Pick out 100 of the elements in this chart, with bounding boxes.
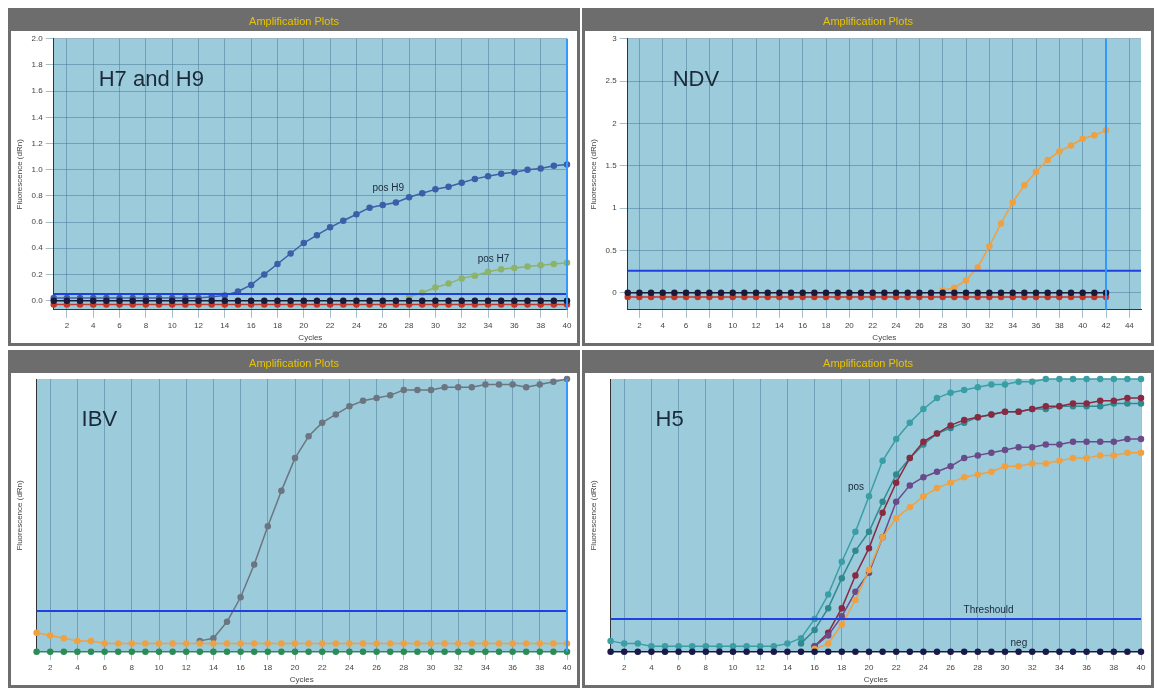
x-tick-label: 6: [117, 320, 123, 330]
x-tick-label: 32: [1027, 662, 1038, 672]
x-tick-label: 34: [483, 320, 494, 330]
x-tick-label: 8: [129, 662, 135, 672]
x-tick-label: 36: [1082, 662, 1092, 672]
x-tick-label: 32: [453, 662, 464, 672]
annotation: pos H7: [477, 252, 510, 264]
x-tick-label: 6: [102, 662, 108, 672]
annotation: pos H9: [372, 182, 405, 194]
x-axis-title: Cycles: [298, 333, 323, 343]
x-tick-label: 10: [167, 320, 178, 330]
x-axis-title: Cycles: [872, 333, 897, 343]
y-tick-label: 2.0: [31, 34, 44, 43]
text: NDV: [672, 65, 720, 91]
y-tick-label: 0.4: [31, 243, 44, 253]
text: H5: [655, 406, 684, 432]
x-tick-label: 38: [1109, 662, 1119, 672]
x-tick-label: 34: [1008, 320, 1018, 330]
chart-title: Amplification Plots: [585, 11, 1151, 31]
x-tick-label: 6: [683, 320, 689, 330]
text: H7 and H9: [98, 65, 204, 91]
x-tick-label: 36: [509, 320, 520, 330]
x-tick-label: 4: [660, 320, 666, 330]
y-tick-label: 1.6: [31, 86, 44, 96]
x-tick-label: 30: [426, 662, 436, 672]
x-tick-label: 4: [75, 662, 81, 672]
x-tick-label: 34: [480, 662, 491, 672]
y-tick-label: 0.5: [605, 245, 618, 255]
x-tick-label: 26: [378, 320, 388, 330]
x-tick-label: 24: [344, 662, 355, 672]
x-tick-label: 12: [751, 320, 762, 330]
x-tick-label: 42: [1101, 320, 1111, 330]
x-tick-label: 2: [637, 320, 643, 330]
x-tick-label: 18: [273, 320, 283, 330]
x-tick-label: 22: [317, 662, 328, 672]
x-tick-label: 8: [703, 662, 709, 672]
y-axis-title: Fluorescence (dRn): [589, 138, 598, 210]
x-tick-label: 24: [918, 662, 929, 672]
y-axis-title: Fluorescence (dRn): [589, 479, 598, 551]
x-tick-label: 10: [728, 662, 738, 672]
y-tick-label: 0.6: [31, 217, 44, 227]
x-tick-label: 14: [208, 662, 219, 672]
x-tick-label: 16: [810, 662, 820, 672]
annotation: neg: [1010, 636, 1028, 648]
x-tick-label: 26: [914, 320, 925, 330]
x-tick-label: 28: [399, 662, 409, 672]
x-tick-label: 10: [154, 662, 164, 672]
x-tick-label: 14: [782, 662, 793, 672]
x-tick-label: 20: [844, 320, 855, 330]
x-tick-label: 6: [676, 662, 682, 672]
x-tick-label: 44: [1124, 320, 1135, 330]
y-tick-label: 2: [612, 118, 618, 128]
annotation: Threshould: [963, 604, 1014, 616]
y-tick-label: 0.2: [31, 269, 44, 279]
x-tick-label: 20: [864, 662, 874, 672]
x-tick-label: 26: [372, 662, 382, 672]
x-tick-label: 22: [325, 320, 336, 330]
x-tick-label: 40: [562, 320, 572, 330]
x-tick-label: 20: [299, 320, 309, 330]
x-tick-label: 22: [891, 662, 902, 672]
x-tick-label: 4: [90, 320, 96, 330]
y-tick-label: 0.0: [31, 295, 44, 305]
text: IBV: [81, 406, 118, 432]
y-axis-title: Fluorescence (dRn): [15, 138, 24, 210]
x-tick-label: 16: [798, 320, 808, 330]
x-tick-label: 16: [236, 662, 246, 672]
y-tick-label: 2.5: [605, 76, 618, 86]
x-tick-label: 26: [946, 662, 956, 672]
x-tick-label: 34: [1054, 662, 1065, 672]
x-tick-label: 30: [430, 320, 441, 330]
x-tick-label: 8: [707, 320, 713, 330]
x-tick-label: 30: [961, 320, 972, 330]
x-tick-label: 20: [290, 662, 300, 672]
x-tick-label: 12: [181, 662, 192, 672]
x-tick-label: 18: [837, 662, 847, 672]
x-tick-label: 4: [649, 662, 655, 672]
x-tick-label: 30: [1000, 662, 1010, 672]
chart-title: Amplification Plots: [585, 353, 1151, 373]
y-tick-label: 1.5: [605, 161, 618, 171]
y-tick-label: 1.0: [31, 164, 44, 174]
x-tick-label: 38: [535, 662, 545, 672]
x-tick-label: 18: [821, 320, 832, 330]
x-tick-label: 32: [984, 320, 995, 330]
x-tick-label: 12: [194, 320, 204, 330]
x-tick-label: 18: [263, 662, 273, 672]
annotation: pos: [847, 481, 864, 493]
x-tick-label: 36: [1031, 320, 1042, 330]
x-tick-label: 2: [47, 662, 53, 672]
x-axis-title: Cycles: [289, 675, 314, 685]
x-tick-label: 36: [508, 662, 518, 672]
x-tick-label: 12: [755, 662, 766, 672]
x-tick-label: 38: [1054, 320, 1065, 330]
x-tick-label: 28: [973, 662, 983, 672]
y-axis-title: Fluorescence (dRn): [15, 479, 24, 551]
x-tick-label: 38: [536, 320, 546, 330]
x-tick-label: 28: [404, 320, 415, 330]
y-tick-label: 0.8: [31, 191, 44, 201]
x-tick-label: 40: [1136, 662, 1146, 672]
x-tick-label: 16: [246, 320, 257, 330]
x-tick-label: 10: [728, 320, 738, 330]
